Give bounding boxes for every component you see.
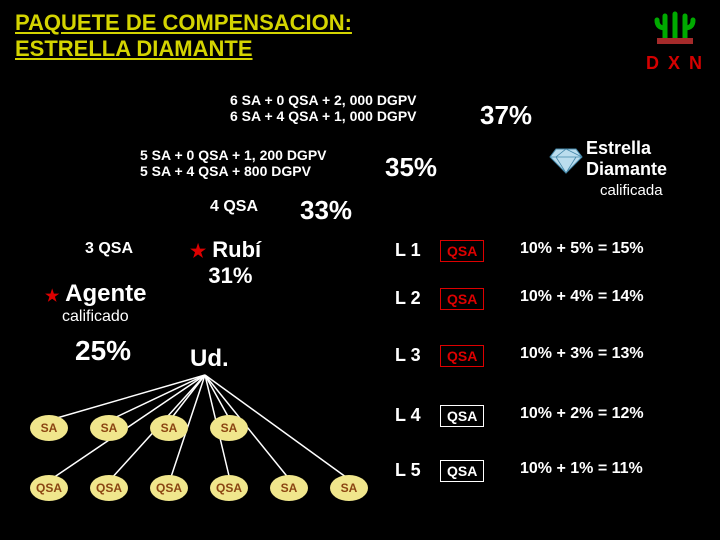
- title-line1: PAQUETE DE COMPENSACION:: [15, 10, 352, 35]
- logo-text: D X N: [645, 53, 705, 74]
- level-l3: L 3: [395, 345, 421, 366]
- star-icon: ★: [190, 241, 206, 261]
- level-l4: L 4: [395, 405, 421, 426]
- pct-35: 35%: [385, 152, 437, 183]
- estrella-l2: Diamante: [586, 159, 667, 179]
- qsa-box: QSA: [440, 460, 484, 482]
- calc-l1: 10% + 5% = 15%: [520, 240, 644, 258]
- node-sa: SA: [270, 475, 308, 501]
- title-line2: ESTRELLA DIAMANTE: [15, 36, 253, 61]
- cactus-icon: [645, 8, 705, 48]
- level-l2: L 2: [395, 288, 421, 309]
- node-sa: SA: [210, 415, 248, 441]
- star-icon: ★: [45, 288, 59, 305]
- node-sa: SA: [330, 475, 368, 501]
- node-qsa: QSA: [150, 475, 188, 501]
- calc-l3: 10% + 3% = 13%: [520, 345, 644, 363]
- pct-25: 25%: [75, 335, 131, 367]
- qsa-box: QSA: [440, 405, 484, 427]
- estrella-block: Estrella Diamante: [586, 138, 667, 180]
- node-sa: SA: [90, 415, 128, 441]
- node-sa: SA: [150, 415, 188, 441]
- calc-l5: 10% + 1% = 11%: [520, 460, 643, 478]
- pct-37: 37%: [480, 100, 532, 131]
- qsa-box: QSA: [440, 288, 484, 310]
- level-l5: L 5: [395, 460, 421, 481]
- node-qsa: QSA: [30, 475, 68, 501]
- pct-33: 33%: [300, 195, 352, 226]
- rubi-block: ★ Rubí 31%: [190, 237, 261, 289]
- calc-l2: 10% + 4% = 14%: [520, 288, 644, 306]
- level-l1: L 1: [395, 240, 421, 261]
- tag-l1: QSA: [440, 240, 484, 262]
- estrella-l1: Estrella: [586, 138, 651, 158]
- tag-l5: QSA: [440, 460, 484, 482]
- tree-lines: [0, 0, 720, 540]
- dxn-logo: D X N: [645, 8, 705, 74]
- tag-l3: QSA: [440, 345, 484, 367]
- estrella-sub: calificada: [600, 182, 663, 199]
- tag-l2: QSA: [440, 288, 484, 310]
- rubi-pct: 31%: [208, 263, 252, 288]
- tag-l4: QSA: [440, 405, 484, 427]
- stair-37: 6 SA + 0 QSA + 2, 000 DGPV 6 SA + 4 QSA …: [230, 92, 417, 124]
- diamond-icon: [548, 145, 584, 180]
- node-qsa: QSA: [210, 475, 248, 501]
- stair-3qsa: 3 QSA: [85, 240, 133, 258]
- agente-label: Agente: [65, 280, 146, 307]
- page-title: PAQUETE DE COMPENSACION: ESTRELLA DIAMAN…: [15, 10, 352, 62]
- qsa-box: QSA: [440, 345, 484, 367]
- qsa-box: QSA: [440, 240, 484, 262]
- stair-35: 5 SA + 0 QSA + 1, 200 DGPV 5 SA + 4 QSA …: [140, 147, 327, 179]
- node-qsa: QSA: [90, 475, 128, 501]
- rubi-label: Rubí: [212, 237, 261, 262]
- agente-sub: calificado: [62, 308, 129, 326]
- agente-block: ★ Agente: [45, 280, 146, 308]
- ud-label: Ud.: [190, 345, 229, 373]
- calc-l4: 10% + 2% = 12%: [520, 405, 644, 423]
- node-sa: SA: [30, 415, 68, 441]
- stair-33: 4 QSA: [210, 198, 258, 216]
